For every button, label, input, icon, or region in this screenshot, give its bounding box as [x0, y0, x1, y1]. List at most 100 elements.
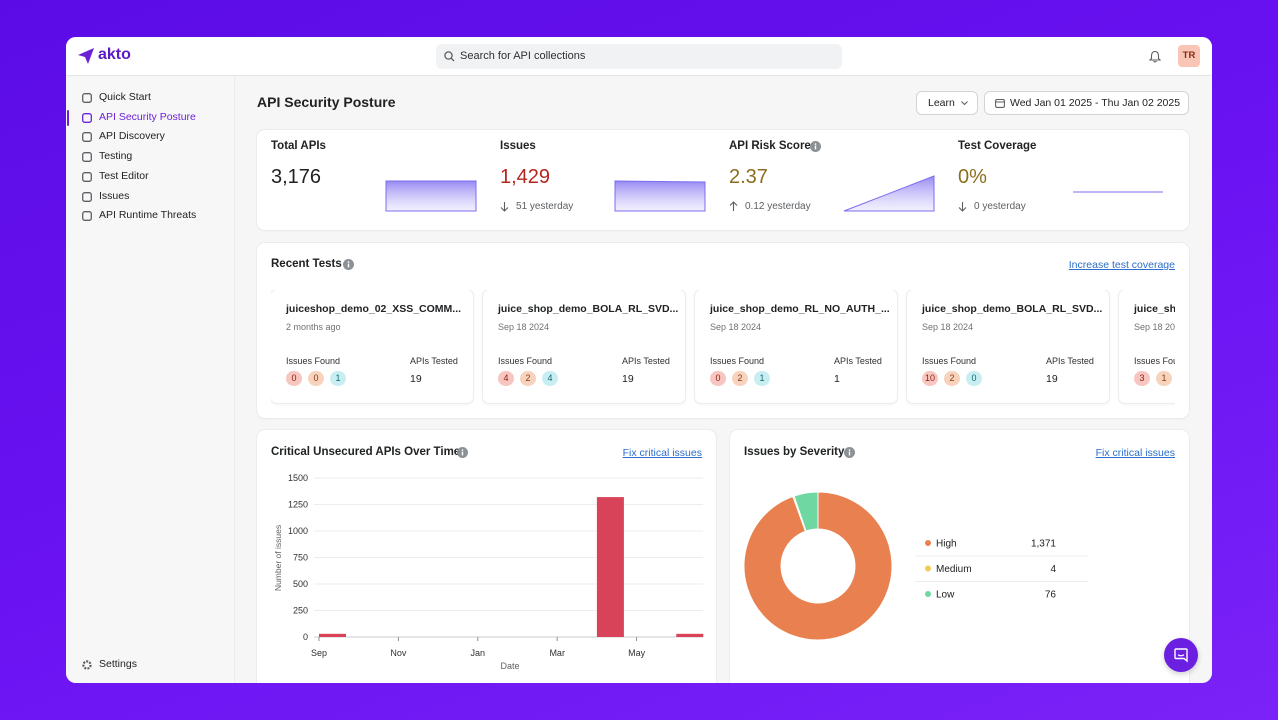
- legend-value: 76: [1045, 590, 1057, 601]
- metric-delta: 51 yesterday: [516, 201, 574, 212]
- test-card[interactable]: juice_shop_demo_RL_NO_AUTH_... Sep 18 202…: [695, 290, 897, 403]
- info-dot: [461, 449, 464, 451]
- nav-item[interactable]: Issues: [74, 188, 226, 206]
- info-icon: [343, 259, 354, 270]
- logo-shape: [78, 48, 94, 64]
- avatar[interactable]: TR: [1178, 45, 1200, 67]
- x-tick-label: Nov: [390, 648, 407, 658]
- x-tick-label: Sep: [311, 648, 327, 658]
- nav-label: Quick Start: [99, 91, 151, 103]
- metric-label: Test Coverage: [958, 140, 1037, 152]
- search-placeholder: Search for API collections: [460, 50, 586, 62]
- bell-shape: [1148, 50, 1162, 63]
- test-date: Sep 18 2024: [1134, 322, 1175, 332]
- nav-item[interactable]: API Security Posture: [67, 109, 226, 127]
- issue-count: 4: [542, 371, 558, 386]
- legend-label: Low: [936, 590, 955, 601]
- info-dot: [848, 449, 851, 451]
- legend-label: Medium: [936, 564, 972, 575]
- calendar-shape: [995, 98, 1005, 108]
- logo-icon: [78, 48, 94, 64]
- increase-coverage-link[interactable]: Increase test coverage: [1068, 259, 1175, 271]
- legend-dot: [925, 591, 931, 597]
- fix-critical-link[interactable]: Fix critical issues: [1095, 447, 1175, 459]
- legend-dot: [925, 565, 931, 572]
- issue-count: 2: [520, 371, 536, 386]
- nav-icon-shape: [82, 211, 92, 222]
- fix-critical-link[interactable]: Fix critical issues: [622, 447, 702, 459]
- y-tick-label: 250: [293, 606, 308, 616]
- metric-label: Issues: [500, 140, 536, 152]
- nav-item[interactable]: API Runtime Threats: [74, 207, 226, 225]
- metric-value: 0%: [958, 166, 987, 188]
- test-name: juiceshop_demo_02_XSS_COMM...: [286, 303, 462, 315]
- nav-item[interactable]: API Discovery: [74, 128, 226, 146]
- nav-item[interactable]: Quick Start: [74, 89, 226, 107]
- info-dot: [814, 143, 817, 145]
- delta-arrow: [958, 202, 967, 212]
- donut-chart: High 1,371 Medium 4 Low 76: [743, 491, 1088, 641]
- arrow-shape: [729, 201, 738, 211]
- apis-label: APIs Tested: [834, 356, 882, 366]
- issue-count: 0: [710, 371, 726, 386]
- info-icon: [457, 447, 468, 458]
- issue-count: 1: [1156, 371, 1172, 386]
- settings-gear: [82, 660, 92, 670]
- metric-delta: 0.12 yesterday: [745, 201, 811, 212]
- nav-item[interactable]: Testing: [74, 148, 226, 166]
- test-name: juice_shop_demo_RL_NO_AUTH_...: [710, 303, 890, 315]
- search-icon: [444, 51, 455, 62]
- bar: [676, 633, 704, 637]
- chat-icon: [1174, 648, 1188, 663]
- legend-dot: [925, 540, 931, 546]
- bar: [596, 497, 624, 637]
- test-name: juice_shop_demo_BOLA_RL_SVD...: [498, 303, 679, 315]
- chat-button[interactable]: [1164, 638, 1198, 672]
- info-icon: [810, 141, 821, 152]
- learn-button[interactable]: Learn: [916, 91, 978, 115]
- metric-delta: 0 yesterday: [974, 201, 1026, 212]
- nav-icon: [82, 93, 92, 103]
- test-card[interactable]: juiceshop_demo_02_XSS_COMM... 2 months ag…: [271, 290, 473, 403]
- search-box[interactable]: Search for API collections: [436, 44, 842, 69]
- nav-icon-shape: [82, 132, 92, 143]
- test-card[interactable]: juice_shop_demo_BOLA_RL_SVD... Sep 18 202…: [483, 290, 685, 403]
- date-range-button[interactable]: Wed Jan 01 2025 - Thu Jan 02 2025: [984, 91, 1189, 115]
- y-tick-label: 500: [293, 579, 308, 589]
- chart-title: Critical Unsecured APIs Over Time: [271, 446, 461, 458]
- x-axis-label: Date: [500, 661, 519, 671]
- metric-value: 1,429: [500, 166, 551, 188]
- bell-icon: [1148, 50, 1162, 63]
- metric-label: Total APIs: [271, 140, 326, 152]
- nav-icon-shape: [82, 93, 92, 103]
- test-card[interactable]: juice_shop_demo_BOLA_RL_SVD... Sep 18 202…: [907, 290, 1109, 403]
- bar: [319, 633, 346, 637]
- issue-count: 3: [1134, 371, 1150, 386]
- nav-icon-shape: [82, 112, 92, 123]
- nav-icon-shape: [82, 191, 92, 202]
- nav-label: API Runtime Threats: [99, 209, 197, 222]
- issues-label: Issues Found: [922, 356, 977, 366]
- nav-label: Test Editor: [99, 169, 149, 182]
- apis-label: APIs Tested: [622, 356, 670, 366]
- test-name: juice_shop_demo_BOLA_RL_SVD...: [922, 303, 1103, 315]
- nav-icon: [82, 152, 92, 163]
- chevron-shape: [961, 101, 968, 106]
- info-stem: [461, 451, 464, 456]
- nav-icon: [82, 191, 92, 202]
- test-card[interactable]: juice_sho Sep 18 2024 Issues Found 31: [1119, 290, 1175, 403]
- metrics-card: Total APIs 3,176 Issues 1,429 51 yesterday AP…: [257, 130, 1189, 230]
- x-tick-label: May: [628, 648, 646, 658]
- chat-smile: [1177, 654, 1185, 657]
- nav-settings[interactable]: Settings: [74, 656, 226, 674]
- y-tick-label: 1250: [288, 500, 308, 510]
- legend-label: High: [936, 539, 957, 550]
- nav-icon: [82, 132, 92, 143]
- apis-label: APIs Tested: [410, 356, 458, 366]
- issues-label: Issues Found: [286, 356, 341, 366]
- nav-item[interactable]: Test Editor: [74, 168, 226, 186]
- issue-count: 0: [286, 371, 302, 386]
- sparkline: [843, 175, 935, 212]
